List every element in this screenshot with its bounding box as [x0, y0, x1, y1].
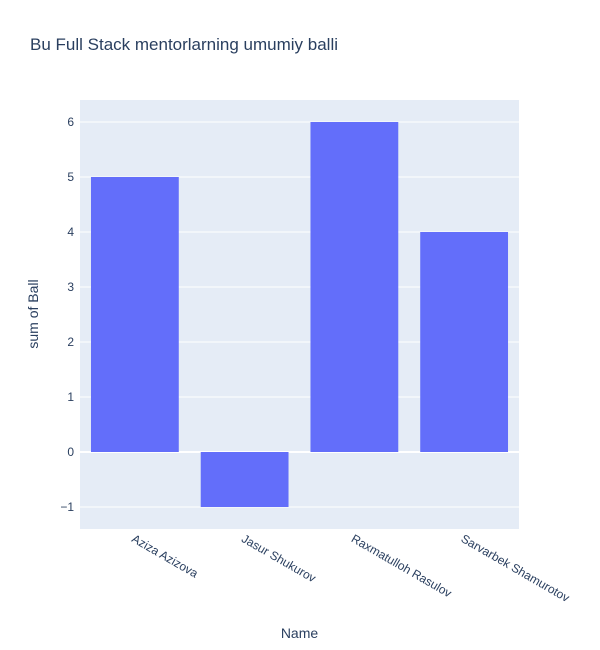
y-axis-ticks: −1 0 1 2 3 4 5 6: [60, 115, 74, 514]
x-tick-label: Raxmatulloh Rasulov: [349, 531, 454, 600]
x-tick-label: Sarvarbek Shamurotov: [459, 531, 572, 604]
bar[interactable]: [90, 177, 179, 452]
y-tick-label: 2: [67, 335, 74, 349]
x-axis-title: Name: [281, 625, 319, 641]
y-tick-label: 0: [67, 445, 74, 459]
chart-title: Bu Full Stack mentorlarning umumiy balli: [30, 35, 338, 54]
y-axis-title: sum of Ball: [25, 279, 41, 348]
y-tick-label: −1: [60, 500, 74, 514]
x-tick-label: Aziza Azizova: [129, 531, 200, 580]
y-tick-label: 3: [67, 280, 74, 294]
x-tick-label: Jasur Shukurov: [239, 531, 318, 585]
y-tick-label: 5: [67, 170, 74, 184]
bars: [90, 122, 509, 507]
bar[interactable]: [310, 122, 399, 452]
y-tick-label: 6: [67, 115, 74, 129]
bar[interactable]: [200, 452, 289, 507]
y-tick-label: 4: [67, 225, 74, 239]
bar[interactable]: [420, 232, 509, 452]
x-axis-ticks: Aziza Azizova Jasur Shukurov Raxmatulloh R…: [129, 531, 572, 604]
y-tick-label: 1: [67, 390, 74, 404]
